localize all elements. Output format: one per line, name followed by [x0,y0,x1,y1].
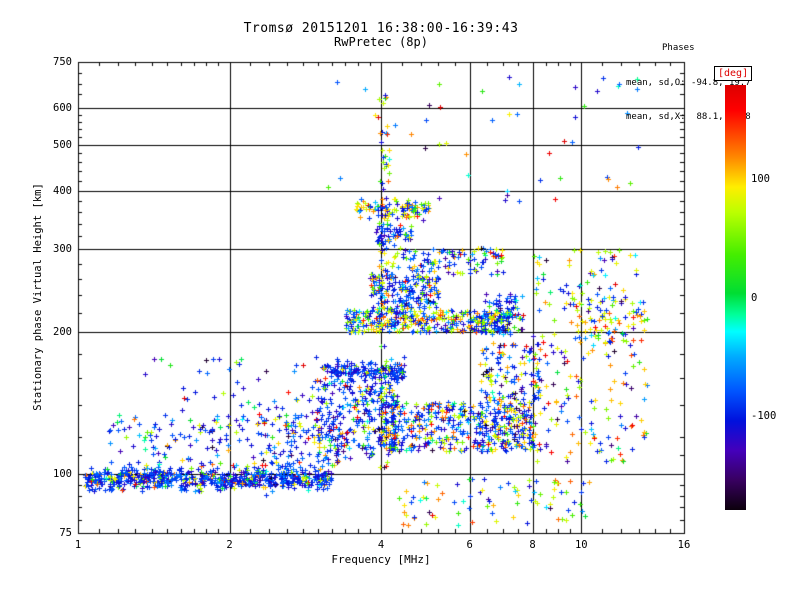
colorbar [725,85,746,510]
colorbar-title: [deg] [714,66,753,81]
colorbar-tick-label: -100 [751,409,777,422]
y-axis-label: Stationary phase Virtual Height [km] [32,183,44,411]
plot-subtitle: RwPretec (8p) [334,35,428,49]
colorbar-tick-label: 100 [751,173,770,186]
phases-heading: Phases [662,43,695,53]
phases-mean-sd-o: mean, sd,O: -94.8, 19.7 [626,77,751,88]
plot-title: Tromsø 20151201 16:38:00-16:39:43 [243,21,519,36]
colorbar-title-text: [deg] [718,68,749,79]
x-axis-label: Frequency [MHz] [331,553,431,566]
colorbar-tick-label: 0 [751,291,758,304]
